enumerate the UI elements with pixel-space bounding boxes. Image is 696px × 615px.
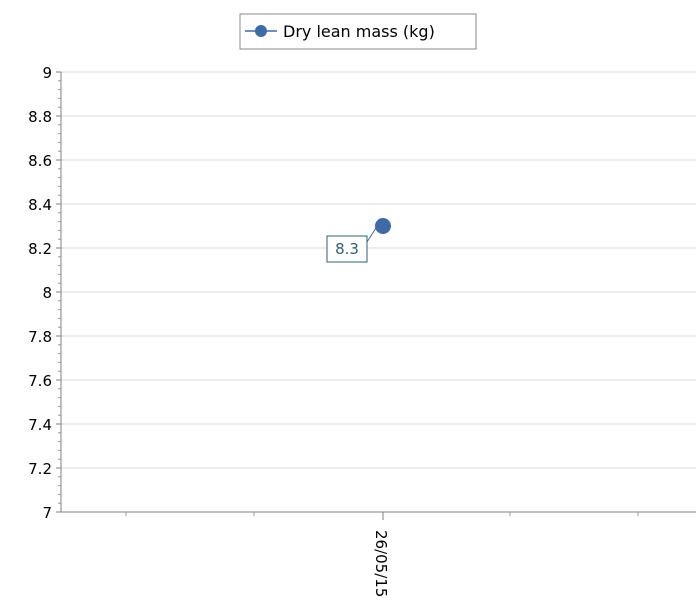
- data-label-leader: [366, 227, 377, 243]
- grid-lines: [61, 71, 696, 469]
- legend-label: Dry lean mass (kg): [283, 22, 435, 41]
- data-label-box: [326, 235, 368, 263]
- y-tick-label: 7.4: [28, 416, 52, 434]
- x-tick-label: 26/05/15: [372, 530, 390, 597]
- y-tick-label: 8: [42, 284, 52, 302]
- y-tick-labels: 7 7.2 7.4 7.6 7.8 8 8.2 8.4 8.6 8.8 9: [28, 64, 52, 522]
- legend-box: [239, 13, 477, 50]
- x-tick-labels: 26/05/15: [372, 530, 390, 597]
- data-label: 8.3: [335, 240, 359, 258]
- y-tick-label: 8.2: [28, 240, 52, 258]
- y-tick-label: 7: [42, 504, 52, 522]
- axes: [56, 71, 696, 520]
- legend[interactable]: Dry lean mass (kg): [239, 13, 477, 50]
- y-tick-label: 8.6: [28, 152, 52, 170]
- y-tick-label: 8.4: [28, 196, 52, 214]
- series: 8.3: [326, 218, 391, 263]
- y-tick-label: 7.8: [28, 328, 52, 346]
- y-tick-label: 8.8: [28, 108, 52, 126]
- data-point[interactable]: [375, 218, 391, 234]
- legend-marker-swatch: [255, 25, 267, 37]
- y-tick-label: 9: [42, 64, 52, 82]
- y-tick-label: 7.6: [28, 372, 52, 390]
- y-tick-label: 7.2: [28, 460, 52, 478]
